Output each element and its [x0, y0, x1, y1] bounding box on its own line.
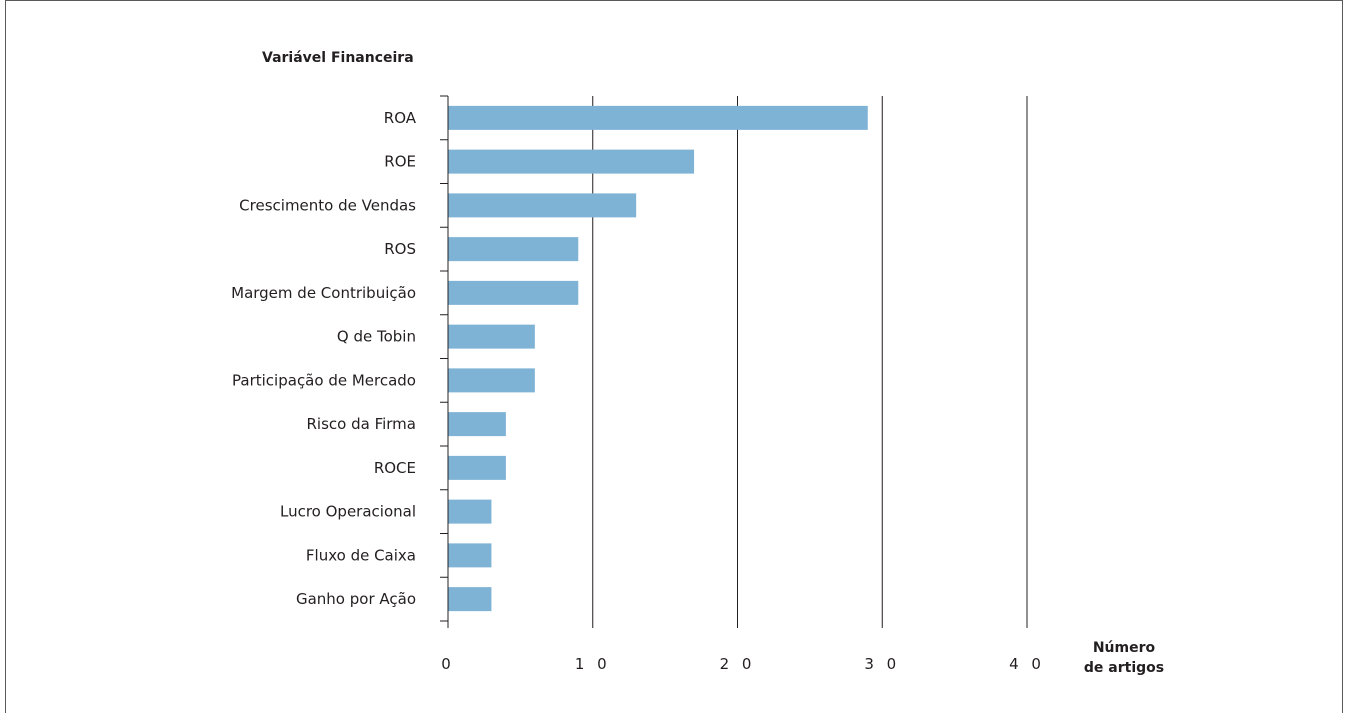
x-tick-label-0: 0	[441, 655, 455, 673]
bar-7	[448, 412, 506, 437]
x-axis-label-line1: Número	[1093, 640, 1156, 656]
category-label-1: ROE	[384, 153, 416, 171]
x-tick-label-10: 1 0	[575, 655, 611, 673]
bar-3	[448, 237, 579, 262]
category-label-3: ROS	[384, 240, 416, 258]
bar-4	[448, 280, 579, 305]
bar-6	[448, 368, 535, 393]
category-labels: ROA ROE Crescimento de Vendas ROS Margem de …	[231, 109, 417, 608]
bar-8	[448, 455, 506, 480]
x-tick-label-40: 4 0	[1009, 655, 1045, 673]
category-label-5: Q de Tobin	[337, 328, 416, 346]
x-tick-label-30: 3 0	[864, 655, 900, 673]
x-axis-label-line2: de artigos	[1084, 660, 1164, 676]
category-label-9: Lucro Operacional	[280, 503, 416, 521]
bar-11	[448, 587, 492, 612]
category-label-7: Risco da Firma	[307, 415, 417, 433]
category-label-0: ROA	[384, 109, 417, 127]
bar-10	[448, 543, 492, 568]
bar-5	[448, 324, 535, 349]
category-label-11: Ganho por Ação	[296, 590, 416, 608]
category-label-10: Fluxo de Caixa	[306, 546, 416, 564]
bar-0	[448, 105, 868, 130]
grid-lines	[592, 96, 1028, 628]
x-tick-labels: 0 1 0 2 0 3 0 4 0	[441, 655, 1045, 673]
category-label-4: Margem de Contribuição	[231, 284, 416, 302]
category-label-6: Participação de Mercado	[232, 371, 416, 389]
y-axis	[440, 95, 449, 628]
figure-frame	[5, 0, 1343, 713]
bars	[448, 105, 868, 612]
x-tick-label-20: 2 0	[720, 655, 756, 673]
category-label-2: Crescimento de Vendas	[239, 196, 416, 214]
category-label-8: ROCE	[374, 459, 416, 477]
bar-1	[448, 149, 695, 174]
bar-2	[448, 193, 637, 218]
bar-9	[448, 499, 492, 524]
y-axis-title: Variável Financeira	[262, 50, 414, 66]
